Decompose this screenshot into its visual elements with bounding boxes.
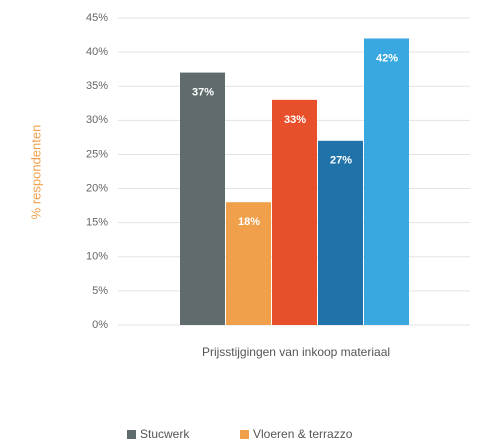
y-tick-label: 5% — [92, 285, 108, 297]
data-label: 27% — [330, 155, 352, 167]
bar — [272, 99, 317, 325]
data-label: 37% — [192, 86, 214, 98]
bar — [318, 140, 363, 325]
y-tick-label: 15% — [86, 217, 108, 229]
legend-swatch — [240, 430, 249, 439]
y-tick-label: 40% — [86, 46, 108, 58]
bar — [226, 202, 271, 325]
y-tick-label: 30% — [86, 114, 108, 126]
y-tick-label: 10% — [86, 251, 108, 263]
y-tick-label: 0% — [92, 319, 108, 331]
legend-label: Stucwerk — [140, 427, 190, 441]
y-tick-label: 45% — [86, 12, 108, 24]
data-label: 42% — [376, 52, 398, 64]
y-tick-label: 35% — [86, 80, 108, 92]
bar — [364, 38, 409, 325]
y-axis-title: % respondenten — [28, 125, 43, 220]
bar — [180, 72, 225, 325]
legend-swatch — [127, 430, 136, 439]
y-tick-label: 25% — [86, 148, 108, 160]
legend-label: Vloeren & terrazzo — [253, 427, 353, 441]
x-tick-label: Prijsstijgingen van inkoop materiaal — [202, 345, 390, 359]
y-tick-label: 20% — [86, 182, 108, 194]
data-label: 18% — [238, 216, 260, 228]
data-label: 33% — [284, 114, 306, 126]
